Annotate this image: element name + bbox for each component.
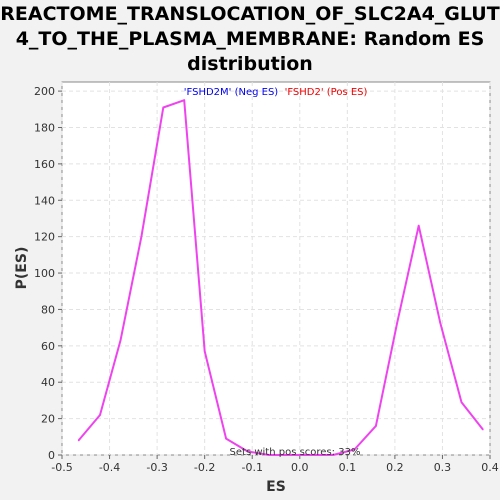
y-tick-label: 200 bbox=[34, 85, 55, 98]
data-point bbox=[353, 448, 356, 451]
data-point bbox=[183, 99, 186, 101]
data-point bbox=[268, 454, 270, 456]
y-tick-label: 180 bbox=[34, 121, 55, 134]
y-tick-label: 40 bbox=[41, 376, 55, 389]
y-axis-title: P(ES) bbox=[14, 247, 30, 290]
x-tick-label: -0.1 bbox=[241, 461, 262, 474]
x-tick-label: -0.4 bbox=[99, 461, 120, 474]
data-point bbox=[77, 439, 80, 442]
data-point bbox=[99, 414, 101, 416]
y-tick-label: 80 bbox=[41, 303, 55, 316]
x-tick-label: -0.2 bbox=[194, 461, 215, 474]
x-tick-label: 0.4 bbox=[481, 461, 499, 474]
data-point bbox=[417, 224, 420, 227]
x-tick-label: 0.3 bbox=[434, 461, 452, 474]
data-point bbox=[162, 106, 165, 109]
y-tick-label: 120 bbox=[34, 231, 55, 244]
data-point bbox=[203, 350, 206, 353]
grid bbox=[61, 82, 491, 456]
chart-title: REACTOME_TRANSLOCATION_OF_SLC2A4_GLUT 4_… bbox=[0, 3, 500, 75]
data-point bbox=[439, 321, 441, 323]
axes: -0.5 -0.4 -0.3 -0.2 -0.1 0.0 0.1 0.2 0.3 0.4 0 20 40… bbox=[34, 85, 499, 474]
y-tick-label: 140 bbox=[34, 194, 55, 207]
data-point bbox=[310, 454, 313, 456]
y-tick-label: 60 bbox=[41, 340, 55, 353]
data-point bbox=[396, 321, 399, 323]
data-point bbox=[225, 437, 227, 440]
data-point bbox=[375, 425, 377, 427]
pos-es-label: 'FSHD2' (Pos ES) bbox=[285, 87, 368, 98]
neg-es-label: 'FSHD2M' (Neg ES) bbox=[184, 87, 279, 98]
y-tick-label: 0 bbox=[48, 449, 55, 462]
plot-background bbox=[61, 81, 491, 456]
pos-scores-footer: Sets with pos scores: 33% bbox=[230, 447, 361, 458]
y-tick-label: 100 bbox=[34, 267, 55, 280]
x-axis-title: ES bbox=[266, 479, 286, 495]
y-tick-label: 20 bbox=[41, 413, 55, 426]
data-point bbox=[119, 339, 122, 342]
es-distribution-line bbox=[77, 99, 484, 456]
y-tick-label: 160 bbox=[34, 158, 55, 171]
x-tick-label: 0.1 bbox=[339, 461, 357, 474]
x-tick-label: -0.5 bbox=[51, 461, 72, 474]
data-point bbox=[332, 454, 334, 456]
x-tick-label: 0.2 bbox=[386, 461, 404, 474]
data-point bbox=[289, 454, 292, 456]
data-point bbox=[482, 428, 484, 431]
data-point bbox=[140, 235, 143, 238]
series-layer bbox=[77, 99, 484, 456]
data-point bbox=[246, 450, 249, 453]
data-point bbox=[460, 401, 463, 404]
x-tick-label: 0.0 bbox=[291, 461, 309, 474]
x-tick-label: -0.3 bbox=[146, 461, 167, 474]
